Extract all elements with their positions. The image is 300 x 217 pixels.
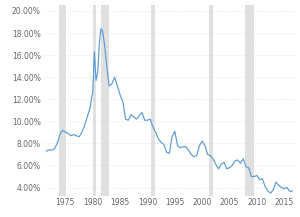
Bar <box>101 5 109 196</box>
Bar <box>151 5 154 196</box>
Bar <box>245 5 254 196</box>
Bar <box>93 5 96 196</box>
Bar <box>59 5 67 196</box>
Bar <box>209 5 213 196</box>
